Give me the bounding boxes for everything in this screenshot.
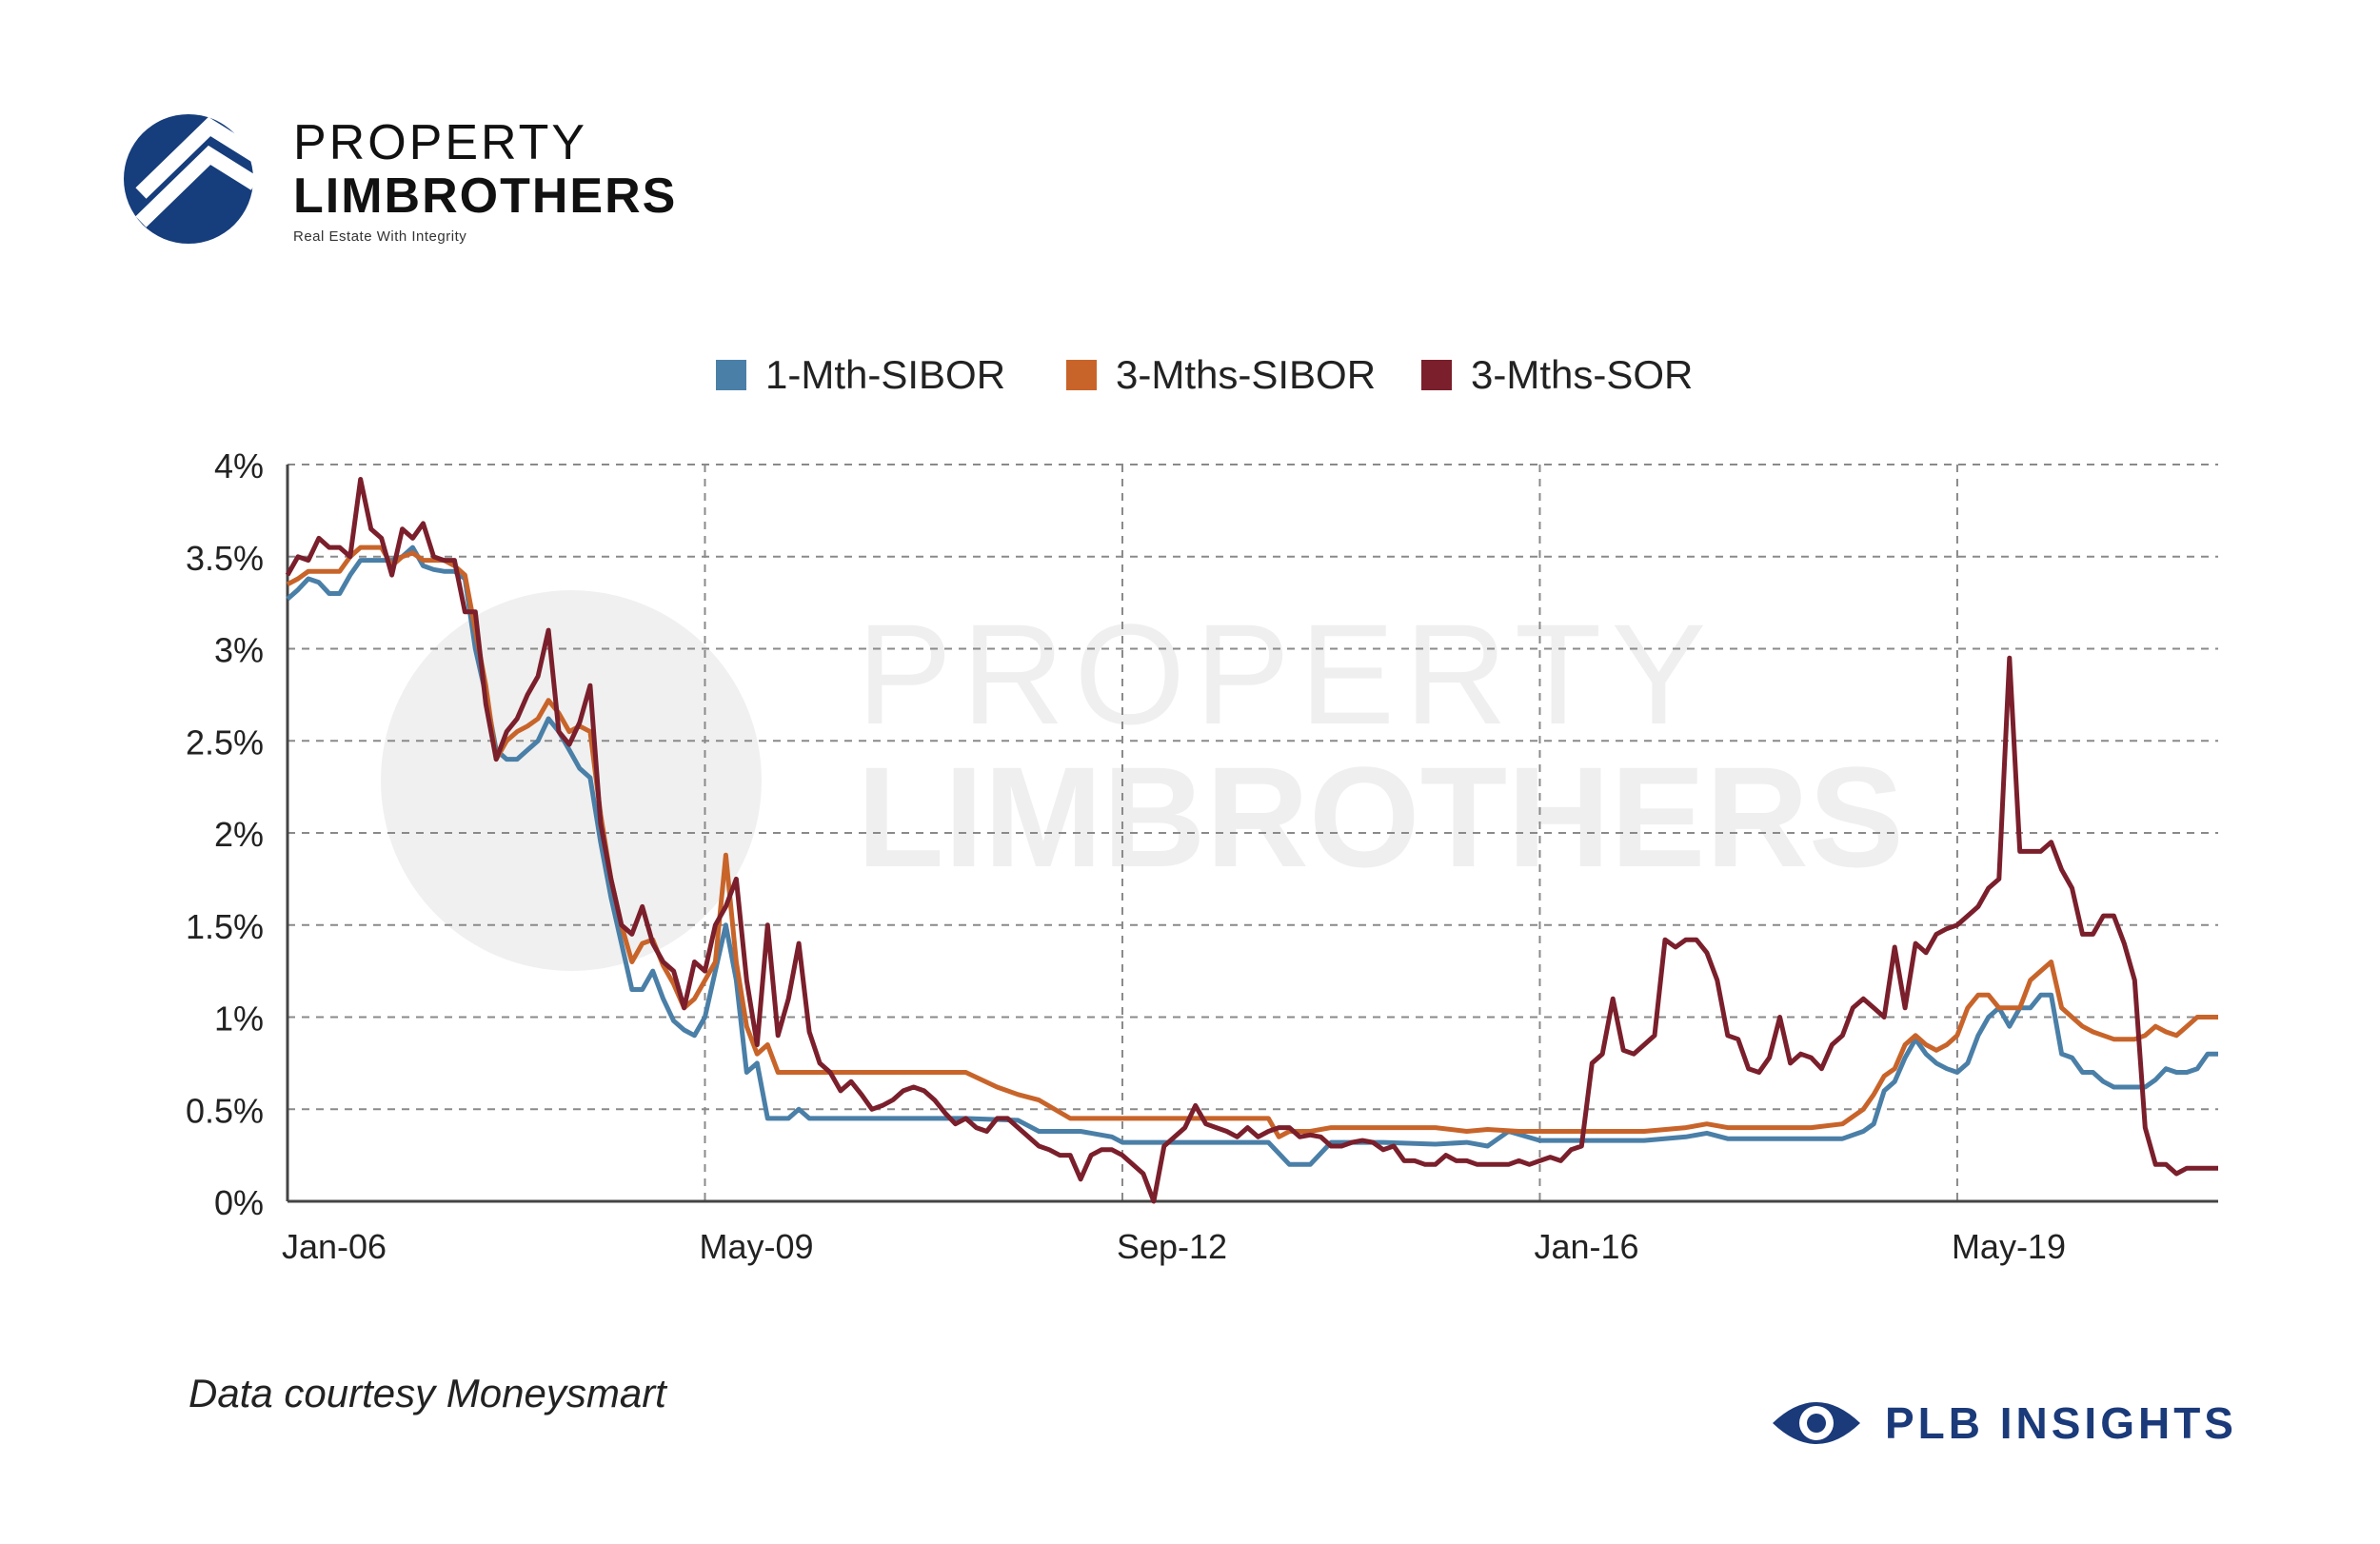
- series-line-3-mths-sor: [285, 477, 2218, 1204]
- x-tick-label: May-09: [699, 1227, 813, 1266]
- legend-swatch: [1066, 360, 1097, 390]
- brand-tagline: Real Estate With Integrity: [293, 228, 467, 245]
- chart-series: [285, 477, 2218, 1204]
- x-tick-label: Jan-16: [1534, 1227, 1638, 1266]
- legend-swatch: [1421, 360, 1452, 390]
- y-tick-label: 3.5%: [186, 539, 264, 578]
- eye-logo-icon: [1772, 1402, 1860, 1444]
- legend-label: 3-Mths-SIBOR: [1116, 352, 1376, 397]
- legend-swatch: [716, 360, 746, 390]
- svg-text:PROPERTY: PROPERTY: [857, 594, 1716, 754]
- house-roof-logo-icon: [124, 114, 255, 244]
- chart-legend: 1-Mth-SIBOR 3-Mths-SIBOR 3-Mths-SOR: [716, 352, 1693, 397]
- y-tick-label: 0%: [214, 1183, 264, 1222]
- y-tick-label: 0.5%: [186, 1091, 264, 1130]
- source-footnote: Data courtesy Moneysmart: [188, 1371, 666, 1415]
- brand-name-line2: LIMBROTHERS: [293, 168, 678, 224]
- brand-logo: PROPERTY LIMBROTHERS Real Estate With In…: [122, 112, 693, 255]
- x-tick-label: Sep-12: [1117, 1227, 1227, 1266]
- x-tick-label: Jan-06: [282, 1227, 387, 1266]
- y-tick-label: 3%: [214, 631, 264, 670]
- legend-label: 3-Mths-SOR: [1471, 352, 1693, 397]
- x-axis-ticks: Jan-06 May-09 Sep-12 Jan-16 May-19: [282, 1227, 2066, 1266]
- chart-grid: [286, 464, 2218, 1203]
- x-tick-label: May-19: [1952, 1227, 2066, 1266]
- y-axis-ticks: 0% 0.5% 1% 1.5% 2% 2.5% 3% 3.5% 4%: [186, 446, 264, 1222]
- legend-label: 1-Mth-SIBOR: [765, 352, 1005, 397]
- y-tick-label: 1%: [214, 1000, 264, 1039]
- insights-label: PLB INSIGHTS: [1884, 1398, 2237, 1448]
- svg-text:LIMBROTHERS: LIMBROTHERS: [857, 737, 1904, 897]
- y-tick-label: 2.5%: [186, 723, 264, 762]
- watermark: PROPERTY LIMBROTHERS: [381, 590, 1904, 971]
- y-tick-label: 2%: [214, 815, 264, 854]
- y-tick-label: 1.5%: [186, 907, 264, 946]
- brand-name-line1: PROPERTY: [293, 115, 588, 170]
- y-tick-label: 4%: [214, 446, 264, 485]
- plb-insights-logo: PLB INSIGHTS: [1769, 1390, 2237, 1456]
